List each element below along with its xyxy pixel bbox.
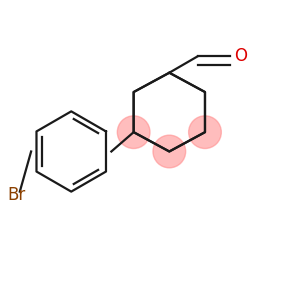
Circle shape: [189, 116, 221, 148]
Circle shape: [153, 135, 186, 168]
Text: O: O: [234, 47, 247, 65]
Circle shape: [117, 116, 150, 148]
Text: Br: Br: [7, 186, 26, 204]
